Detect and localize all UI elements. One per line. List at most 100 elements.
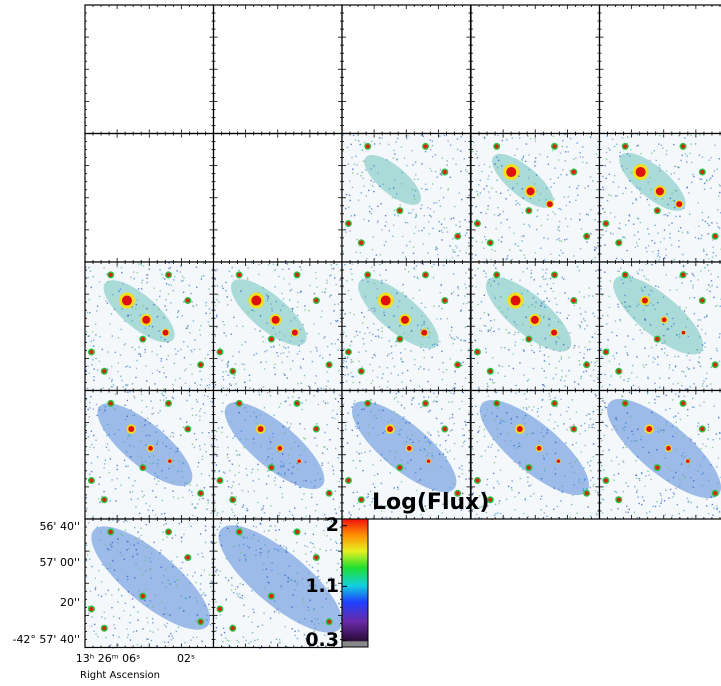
noise-dot	[192, 305, 193, 306]
noise-dot	[662, 343, 663, 344]
noise-dot	[232, 512, 233, 513]
noise-dot	[500, 420, 501, 421]
source-core	[527, 337, 531, 341]
noise-dot	[352, 382, 353, 383]
noise-dot	[627, 381, 628, 382]
noise-dot	[656, 501, 657, 502]
noise-dot	[486, 259, 487, 260]
noise-dot	[523, 155, 524, 156]
noise-dot	[636, 242, 637, 243]
noise-dot	[88, 522, 89, 523]
noise-dot	[323, 338, 324, 339]
source-core	[346, 221, 350, 225]
noise-dot	[235, 363, 236, 364]
noise-dot	[683, 457, 684, 458]
noise-dot	[601, 440, 602, 441]
noise-dot	[428, 396, 429, 397]
noise-dot	[226, 363, 227, 364]
noise-dot	[99, 336, 100, 337]
noise-dot	[610, 212, 611, 213]
noise-dot	[184, 483, 185, 484]
noise-dot	[556, 304, 557, 305]
noise-dot	[136, 630, 137, 631]
noise-dot	[710, 464, 711, 465]
noise-dot	[596, 360, 597, 361]
noise-dot	[167, 623, 168, 624]
noise-dot	[479, 165, 480, 166]
noise-dot	[630, 416, 631, 417]
noise-dot	[210, 586, 211, 587]
noise-dot	[394, 180, 395, 181]
noise-dot	[127, 438, 128, 439]
noise-dot	[327, 402, 328, 403]
noise-dot	[270, 303, 271, 304]
noise-dot	[477, 362, 478, 363]
noise-dot	[483, 270, 484, 271]
noise-dot	[282, 305, 283, 306]
noise-dot	[168, 636, 169, 637]
noise-dot	[375, 402, 376, 403]
noise-dot	[616, 335, 617, 336]
noise-dot	[665, 214, 666, 215]
noise-dot	[394, 366, 395, 367]
noise-dot	[578, 324, 579, 325]
noise-dot	[688, 192, 689, 193]
noise-dot	[301, 269, 302, 270]
noise-dot	[298, 345, 299, 346]
noise-dot	[717, 508, 718, 509]
noise-dot	[128, 477, 129, 478]
noise-dot	[208, 432, 209, 433]
channel-panel	[214, 5, 343, 134]
source-core	[572, 427, 576, 431]
noise-dot	[382, 410, 383, 411]
noise-dot	[638, 503, 639, 504]
noise-dot	[301, 499, 302, 500]
noise-dot	[414, 359, 415, 360]
noise-dot	[648, 245, 649, 246]
noise-dot	[386, 517, 387, 518]
noise-dot	[675, 216, 676, 217]
noise-dot	[507, 255, 508, 256]
noise-dot	[183, 341, 184, 342]
noise-dot	[511, 489, 512, 490]
noise-dot	[462, 469, 463, 470]
noise-dot	[647, 377, 648, 378]
source-core	[662, 317, 667, 322]
noise-dot	[566, 174, 567, 175]
noise-dot	[685, 375, 686, 376]
noise-dot	[331, 268, 332, 269]
noise-dot	[216, 299, 217, 300]
noise-dot	[494, 163, 495, 164]
noise-dot	[640, 222, 641, 223]
noise-dot	[227, 304, 228, 305]
noise-dot	[421, 230, 422, 231]
noise-dot	[712, 447, 713, 448]
noise-dot	[528, 485, 529, 486]
noise-dot	[134, 577, 135, 578]
noise-dot	[597, 492, 598, 493]
noise-dot	[190, 293, 191, 294]
noise-dot	[394, 210, 395, 211]
noise-dot	[650, 177, 651, 178]
noise-dot	[483, 325, 484, 326]
source-core	[314, 299, 318, 303]
noise-dot	[700, 270, 701, 271]
noise-dot	[348, 413, 349, 414]
noise-dot	[631, 440, 632, 441]
noise-dot	[441, 285, 442, 286]
noise-dot	[281, 467, 282, 468]
noise-dot	[574, 484, 575, 485]
noise-dot	[147, 274, 148, 275]
noise-dot	[543, 275, 544, 276]
source-core	[401, 316, 409, 324]
noise-dot	[468, 412, 469, 413]
noise-dot	[394, 487, 395, 488]
noise-dot	[329, 275, 330, 276]
noise-dot	[464, 441, 465, 442]
noise-dot	[350, 514, 351, 515]
noise-dot	[562, 140, 563, 141]
noise-dot	[498, 239, 499, 240]
noise-dot	[352, 430, 353, 431]
noise-dot	[289, 426, 290, 427]
noise-dot	[360, 252, 361, 253]
